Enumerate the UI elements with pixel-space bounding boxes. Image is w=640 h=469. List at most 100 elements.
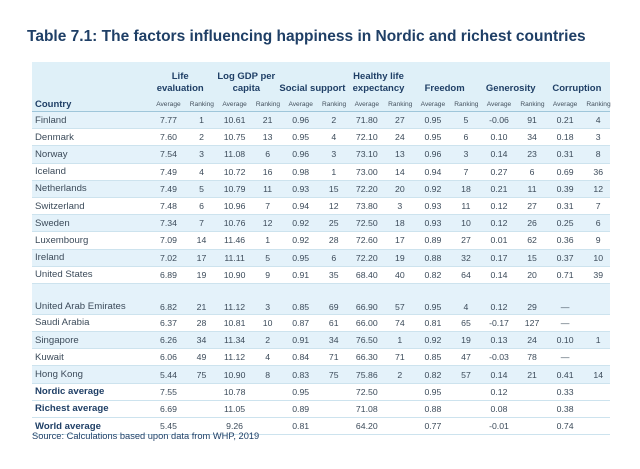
average-cell: 7.60 [147, 128, 190, 147]
country-cell: Nordic average [32, 382, 148, 401]
ranking-cell: 65 [454, 314, 478, 333]
subheader-average: Average [543, 97, 587, 112]
table-row: Finland 7.77 1 10.61 21 0.96 2 71.80 27 0.95 5 -0.0… [32, 111, 610, 130]
header-group-row: Life evaluation Log GDP per capita Socia… [32, 62, 610, 97]
average-cell: 76.50 [345, 331, 389, 350]
subheader-average: Average [279, 97, 322, 112]
average-cell: 0.14 [477, 266, 521, 284]
ranking-cell: 16 [255, 163, 280, 181]
ranking-cell: 78 [520, 348, 544, 367]
ranking-cell [322, 382, 346, 401]
ranking-cell: 1 [586, 331, 610, 350]
average-cell: 0.93 [411, 214, 455, 233]
average-cell: 0.83 [279, 365, 322, 384]
ranking-cell: 20 [388, 180, 412, 198]
average-cell: 11.46 [213, 231, 256, 250]
ranking-cell: 75 [189, 365, 214, 384]
ranking-cell: 1 [388, 331, 412, 350]
average-cell: 6.06 [147, 348, 190, 367]
ranking-cell: 57 [454, 365, 478, 384]
average-cell: 0.92 [411, 331, 455, 350]
header-generosity: Generosity [477, 62, 544, 97]
ranking-cell: 5 [454, 111, 478, 130]
country-cell: Ireland [32, 249, 148, 267]
average-cell: 7.48 [147, 197, 190, 216]
ranking-cell: 11 [454, 197, 478, 216]
country-cell: Netherlands [32, 180, 148, 198]
average-cell: 10.81 [213, 314, 256, 333]
ranking-cell: 36 [586, 163, 610, 181]
ranking-cell [520, 417, 544, 436]
table-body: Finland 7.77 1 10.61 21 0.96 2 71.80 27 0.95 5 -0.0… [32, 111, 610, 436]
ranking-cell: 27 [454, 231, 478, 250]
table-row: United Arab Emirates 6.82 21 11.12 3 0.85 69 66… [32, 283, 610, 315]
ranking-cell: 6 [322, 249, 346, 267]
ranking-cell [586, 348, 610, 367]
happiness-table-container: Life evaluation Log GDP per capita Socia… [32, 62, 611, 436]
average-cell: 0.69 [543, 163, 587, 181]
ranking-cell: 3 [454, 145, 478, 164]
ranking-cell [322, 400, 346, 419]
ranking-cell: 8 [255, 365, 280, 384]
average-cell: 0.84 [279, 348, 322, 367]
average-cell: 66.30 [345, 348, 389, 367]
average-cell: 10.90 [213, 266, 256, 284]
average-cell: 0.77 [411, 417, 455, 436]
average-cell: 0.13 [477, 331, 521, 350]
ranking-cell [586, 400, 610, 419]
average-cell: 0.81 [411, 314, 455, 333]
average-cell: 5.44 [147, 365, 190, 384]
average-cell: 0.87 [279, 314, 322, 333]
ranking-cell: 12 [586, 180, 610, 198]
ranking-cell [189, 400, 214, 419]
ranking-cell [520, 382, 544, 401]
ranking-cell: 6 [454, 128, 478, 147]
ranking-cell: 1 [189, 111, 214, 130]
ranking-cell: 10 [586, 249, 610, 267]
average-cell: 71.08 [345, 400, 389, 419]
table-title: Table 7.1: The factors influencing happi… [27, 28, 586, 45]
ranking-cell: 21 [255, 111, 280, 130]
ranking-cell: 2 [189, 128, 214, 147]
average-cell: 0.91 [279, 331, 322, 350]
average-cell: -0.01 [477, 417, 521, 436]
average-cell: 72.10 [345, 128, 389, 147]
ranking-cell: 24 [520, 331, 544, 350]
ranking-cell: 6 [255, 145, 280, 164]
subheader-average: Average [411, 97, 455, 112]
header-country: Country [32, 97, 148, 112]
average-cell: 0.17 [477, 249, 521, 267]
subheader-ranking: Ranking [255, 97, 280, 112]
summary-row: Richest average 6.69 11.05 0.89 71.08 0.88 0.0… [32, 400, 610, 419]
ranking-cell: 23 [520, 145, 544, 164]
ranking-cell [454, 400, 478, 419]
subheader-average: Average [213, 97, 256, 112]
ranking-cell: 20 [520, 266, 544, 284]
subheader-average: Average [147, 97, 190, 112]
average-cell: 0.96 [279, 145, 322, 164]
table-row: Singapore 6.26 34 11.34 2 0.91 34 76.50 1 0.92 19 0… [32, 331, 610, 350]
country-cell: Iceland [32, 163, 148, 181]
ranking-cell [586, 283, 610, 315]
average-cell: 7.34 [147, 214, 190, 233]
average-cell: 0.10 [543, 331, 587, 350]
table-row: United States 6.89 19 10.90 9 0.91 35 68.40 40 0.… [32, 266, 610, 284]
ranking-cell: 17 [388, 231, 412, 250]
header-freedom: Freedom [411, 62, 478, 97]
average-cell: 0.38 [543, 400, 587, 419]
average-cell: 0.95 [279, 128, 322, 147]
ranking-cell: 10 [255, 314, 280, 333]
ranking-cell: 27 [520, 197, 544, 216]
average-cell: 10.72 [213, 163, 256, 181]
average-cell: 0.96 [411, 145, 455, 164]
ranking-cell: 24 [388, 128, 412, 147]
ranking-cell: 69 [322, 283, 346, 315]
table-row: Kuwait 6.06 49 11.12 4 0.84 71 66.30 71 0.85 47 -0.… [32, 348, 610, 367]
header-corruption: Corruption [543, 62, 610, 97]
average-cell: 0.95 [411, 283, 455, 315]
average-cell: 72.60 [345, 231, 389, 250]
average-cell: 7.54 [147, 145, 190, 164]
ranking-cell: 6 [189, 197, 214, 216]
ranking-cell [454, 417, 478, 436]
ranking-cell: 74 [388, 314, 412, 333]
